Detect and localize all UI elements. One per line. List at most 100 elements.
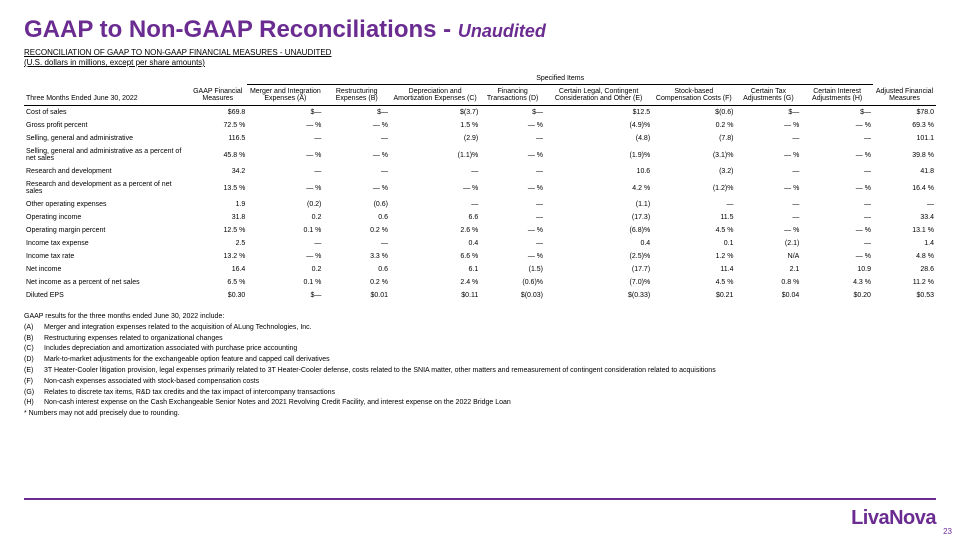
cell: (3.1)% xyxy=(652,145,735,165)
cell: $— xyxy=(480,106,545,120)
spec-header: Specified Items xyxy=(247,73,873,85)
cell: $0.04 xyxy=(735,289,801,302)
cell: — % xyxy=(801,224,873,237)
rounding-note: * Numbers may not add precisely due to r… xyxy=(24,409,936,419)
cell: — % xyxy=(480,145,545,165)
table-row: Net income as a percent of net sales6.5 … xyxy=(24,276,936,289)
col-gaap: GAAP Financial Measures xyxy=(188,85,247,106)
cell: (1.9)% xyxy=(545,145,652,165)
row-label: Research and development as a percent of… xyxy=(24,178,188,198)
cell: 0.2 % xyxy=(323,276,390,289)
cell: 0.2 % xyxy=(323,224,390,237)
cell: 31.8 xyxy=(188,211,247,224)
cell: $78.0 xyxy=(873,106,936,120)
table-row: Research and development34.2————10.6(3.2… xyxy=(24,165,936,178)
cell: — % xyxy=(390,178,480,198)
col-e: Certain Legal, Contingent Consideration … xyxy=(545,85,652,106)
cell: $0.53 xyxy=(873,289,936,302)
cell: — xyxy=(390,198,480,211)
note-item: (F)Non-cash expenses associated with sto… xyxy=(24,377,936,387)
row-label: Operating income xyxy=(24,211,188,224)
row-label: Selling, general and administrative xyxy=(24,132,188,145)
cell: 0.2 % xyxy=(652,119,735,132)
cell: $0.21 xyxy=(652,289,735,302)
note-item: (C)Includes depreciation and amortizatio… xyxy=(24,344,936,354)
notes-block: GAAP results for the three months ended … xyxy=(24,312,936,419)
cell: — % xyxy=(247,178,323,198)
cell: — % xyxy=(735,119,801,132)
cell: 1.5 % xyxy=(390,119,480,132)
cell: 12.5 % xyxy=(188,224,247,237)
table-row: Gross profit percent72.5 %— %— %1.5 %— %… xyxy=(24,119,936,132)
table-row: Net income16.40.20.66.1(1.5)(17.7)11.42.… xyxy=(24,263,936,276)
cell: 0.8 % xyxy=(735,276,801,289)
note-item: (A)Merger and integration expenses relat… xyxy=(24,323,936,333)
title-sub: Unaudited xyxy=(458,21,546,41)
note-text: Relates to discrete tax items, R&D tax c… xyxy=(44,389,335,396)
note-key: (D) xyxy=(24,355,44,365)
cell: 1.9 xyxy=(188,198,247,211)
col-b: Restructuring Expenses (B) xyxy=(323,85,390,106)
cell: — xyxy=(735,198,801,211)
cell: (0.2) xyxy=(247,198,323,211)
note-key: (C) xyxy=(24,344,44,354)
row-label: Income tax rate xyxy=(24,250,188,263)
row-label: Gross profit percent xyxy=(24,119,188,132)
cell: — xyxy=(247,237,323,250)
cell: $— xyxy=(735,106,801,120)
cell: — % xyxy=(735,145,801,165)
cell: — % xyxy=(247,119,323,132)
note-key: (H) xyxy=(24,398,44,408)
cell: — % xyxy=(247,145,323,165)
cell: 4.5 % xyxy=(652,276,735,289)
note-item: (B)Restructuring expenses related to org… xyxy=(24,334,936,344)
period-label: Three Months Ended June 30, 2022 xyxy=(24,85,188,106)
cell: 10.9 xyxy=(801,263,873,276)
cell: $(3.7) xyxy=(390,106,480,120)
cell: 4.5 % xyxy=(652,224,735,237)
cell: 2.5 xyxy=(188,237,247,250)
note-key: (F) xyxy=(24,377,44,387)
table-row: Diluted EPS$0.30$—$0.01$0.11$(0.03)$(0.3… xyxy=(24,289,936,302)
cell: (1.5) xyxy=(480,263,545,276)
table-row: Research and development as a percent of… xyxy=(24,178,936,198)
cell: 10.6 xyxy=(545,165,652,178)
cell: — xyxy=(480,132,545,145)
cell: 6.5 % xyxy=(188,276,247,289)
cell: 69.3 % xyxy=(873,119,936,132)
cell: — % xyxy=(480,178,545,198)
col-g: Certain Tax Adjustments (G) xyxy=(735,85,801,106)
cell: 2.4 % xyxy=(390,276,480,289)
cell: (2.9) xyxy=(390,132,480,145)
note-key: (B) xyxy=(24,334,44,344)
cell: — xyxy=(480,211,545,224)
cell: (3.2) xyxy=(652,165,735,178)
cell: 0.6 xyxy=(323,263,390,276)
note-text: Merger and integration expenses related … xyxy=(44,324,312,331)
col-c: Depreciation and Amortization Expenses (… xyxy=(390,85,480,106)
cell: — xyxy=(652,198,735,211)
note-item: (G)Relates to discrete tax items, R&D ta… xyxy=(24,388,936,398)
note-text: Restructuring expenses related to organi… xyxy=(44,335,223,342)
cell: (4.9)% xyxy=(545,119,652,132)
cell: 11.5 xyxy=(652,211,735,224)
cell: $0.11 xyxy=(390,289,480,302)
cell: 1.4 xyxy=(873,237,936,250)
cell: — xyxy=(735,132,801,145)
cell: 4.8 % xyxy=(873,250,936,263)
table-row: Cost of sales$69.8$—$—$(3.7)$—$12.5$(0.6… xyxy=(24,106,936,120)
cell: 13.1 % xyxy=(873,224,936,237)
cell: — % xyxy=(801,119,873,132)
cell: 11.4 xyxy=(652,263,735,276)
cell: (17.3) xyxy=(545,211,652,224)
note-text: Mark-to-market adjustments for the excha… xyxy=(44,356,330,363)
title-main: GAAP to Non-GAAP Reconciliations - xyxy=(24,16,458,43)
cell: — % xyxy=(323,119,390,132)
table-row: Selling, general and administrative116.5… xyxy=(24,132,936,145)
cell: — % xyxy=(801,250,873,263)
cell: — xyxy=(247,132,323,145)
table-row: Selling, general and administrative as a… xyxy=(24,145,936,165)
cell: 39.8 % xyxy=(873,145,936,165)
cell: — xyxy=(735,211,801,224)
cell: 2.1 xyxy=(735,263,801,276)
